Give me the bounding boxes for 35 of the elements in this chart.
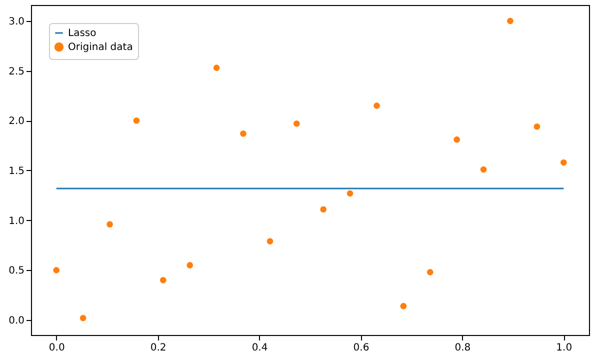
x-tick-label: 0.0 — [48, 342, 65, 354]
point — [374, 102, 380, 109]
point — [320, 206, 327, 213]
y-tick-label: 1.0 — [8, 216, 24, 227]
y-tick-label: 1.5 — [8, 166, 24, 177]
x-tick-label: 0.8 — [454, 342, 471, 354]
point — [106, 221, 113, 228]
x-tick-label: 0.6 — [353, 342, 370, 354]
y-tick-label: 0.0 — [8, 316, 24, 327]
y-tick-label: 2.5 — [8, 66, 24, 78]
x-tick-label: 1.0 — [556, 342, 572, 354]
point — [53, 267, 60, 274]
point — [346, 190, 354, 197]
point — [426, 269, 434, 276]
point — [80, 314, 86, 322]
point — [133, 117, 140, 124]
point — [507, 18, 514, 24]
x-tick-label: 0.4 — [252, 342, 268, 354]
y-tick-label: 3.0 — [8, 16, 24, 28]
x-tick-label: 0.2 — [150, 342, 166, 354]
y-tick-label: 0.5 — [8, 266, 24, 277]
point — [240, 130, 246, 137]
legend-label: Original data — [68, 42, 133, 53]
legend-label: Lasso — [68, 28, 96, 39]
point — [213, 64, 220, 71]
y-tick-label: 2.0 — [8, 116, 24, 128]
point — [454, 136, 460, 143]
point — [186, 262, 194, 268]
point — [480, 166, 487, 173]
point — [560, 159, 567, 166]
point — [534, 123, 540, 130]
point — [266, 238, 274, 244]
point — [400, 302, 407, 310]
point — [160, 277, 166, 284]
point — [293, 120, 300, 127]
